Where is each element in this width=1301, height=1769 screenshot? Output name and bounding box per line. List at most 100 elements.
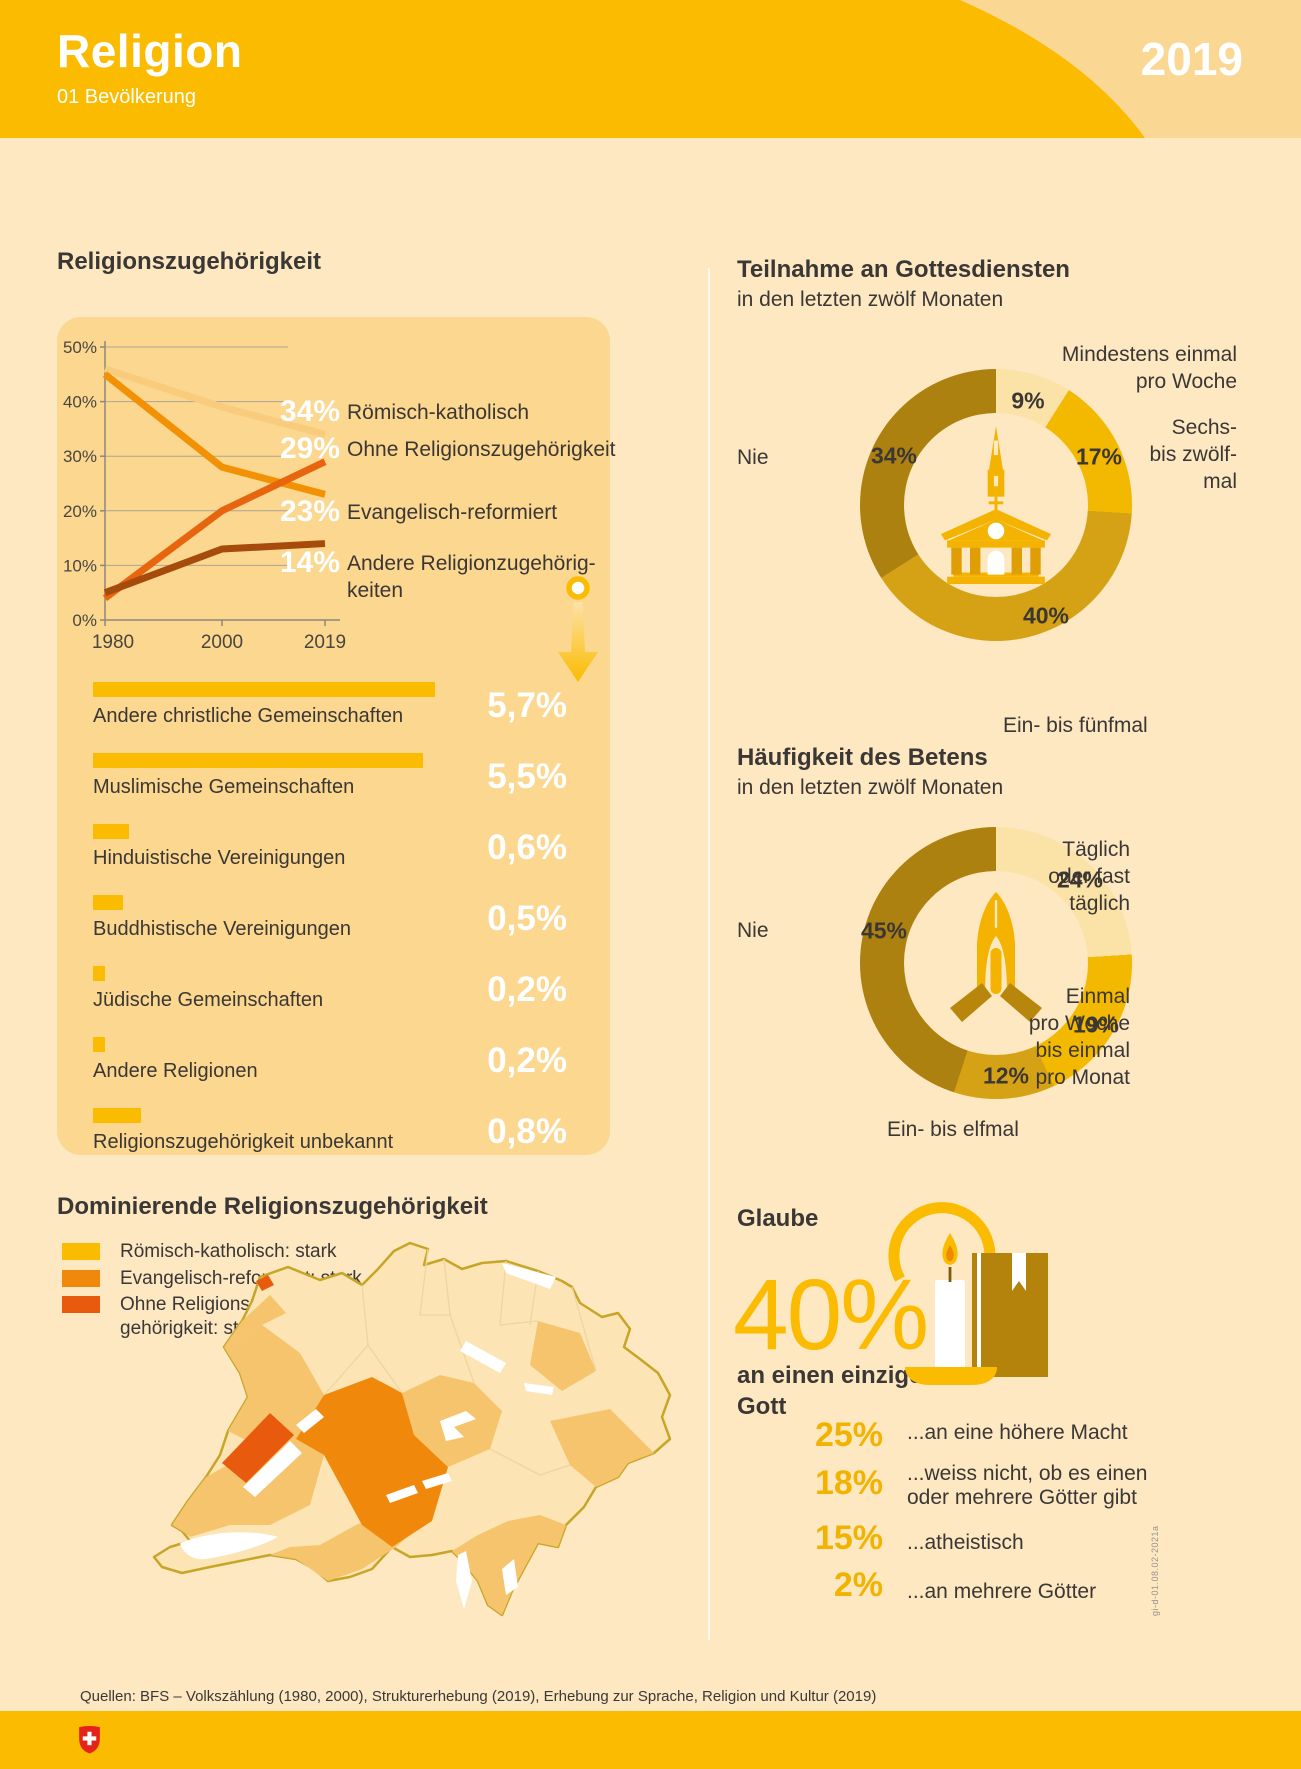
glaube-row-value: 18% [814,1464,883,1502]
donut-hole [904,413,1088,597]
glaube-headline-label: an einen einzigen Gott [737,1362,938,1420]
down-arrow-icon [558,602,598,682]
donut-slice-value: 12% [982,1062,1030,1089]
footer-band: www.statistik.ch © BFS 2021 [0,1711,1301,1769]
drilldown-arrow [558,576,598,682]
donut-slice-label: Mindestens einmal pro Woche [1061,343,1237,393]
switzerland-map [152,1241,672,1617]
religion-bar-value: 0,8% [487,1112,567,1151]
page-title: Religion [57,25,243,77]
legend-swatch [62,1243,100,1260]
religion-bar-label: Andere christliche Gemeinschaften [93,705,404,727]
section-subtitle-beten: in den letzten zwölf Monaten [737,776,1004,799]
column-divider [708,268,710,1640]
book-icon [972,1253,1048,1377]
legend-swatch [62,1270,100,1287]
religion-bar-value: 0,2% [487,1041,567,1080]
donut-slice-label: Nie [737,919,769,942]
x-tick-label: 2000 [201,632,243,653]
religion-bar [93,1037,105,1052]
section-title-map: Dominierende Religionszugehörigkeit [57,1193,488,1220]
donut-slice-label: Täglich oder fast täglich [1048,838,1130,915]
glaube-row-label: ...weiss nicht, ob es einen oder mehrere… [907,1462,1148,1509]
church-icon [940,426,1052,584]
line-end-value: 34% [279,395,340,428]
legend-label: Römisch-katholisch: stark [120,1241,337,1262]
y-tick-label: 50% [63,338,97,357]
glaube-row-value: 15% [814,1519,883,1557]
section-title-beten: Häufigkeit des Betens [737,744,988,771]
religion-bar [93,753,423,768]
line-series-name: Ohne Religionszugehörigkeit [347,438,616,461]
line-series-1 [102,458,327,601]
gottesdienste-donut [860,369,1132,641]
religion-bar-value: 0,6% [487,828,567,867]
religion-bar-label: Religionszugehörigkeit unbekannt [93,1131,394,1153]
header-band: Religion 01 Bevölkerung 2019 [0,0,1301,138]
praying-hands-icon [950,892,1042,1022]
legend-swatch [62,1296,100,1313]
donut-slice-value: 45% [860,917,908,944]
glaube-row-label: ...an mehrere Götter [907,1580,1097,1603]
map-regions-red [222,1275,294,1483]
religion-bar-value: 0,5% [487,899,567,938]
map-lakes [180,1263,556,1609]
donut-slice-value: 40% [1022,602,1070,629]
religion-bar-value: 0,2% [487,970,567,1009]
donut-slice-value: 9% [1011,387,1045,414]
religion-line-chart: 0% 10% 20% 30% 40% 50% 1980 2000 2019 [63,338,346,653]
glaube-row-value: 2% [833,1566,883,1604]
line-series-name: Andere Religionzugehörig- keiten [347,552,596,602]
y-tick-label: 30% [63,447,97,466]
donut-slice-value: 24% [1056,866,1104,893]
swiss-shield-icon [79,1726,100,1754]
religion-bar [93,966,105,981]
religion-bar-label: Andere Religionen [93,1060,258,1082]
glaube-row-label: ...atheistisch [907,1531,1024,1554]
religion-bar-value: 5,7% [487,686,567,725]
donut-hole [904,871,1088,1055]
x-tick-label: 2019 [304,632,346,653]
religion-bar-label: Hinduistische Vereinigungen [93,847,346,869]
donut-slice-label: Sechs- bis zwölf- mal [1149,416,1237,493]
religion-bar [93,682,435,697]
religion-bar [93,824,129,839]
donut-slice-value: 19% [1072,1011,1120,1038]
marker-dot-icon [566,576,590,600]
line-series-0 [103,365,326,438]
line-series-name: Evangelisch-reformiert [347,501,558,524]
map-canton-borders [323,1248,597,1476]
candle-dish-icon [905,1367,997,1385]
line-series-name: Römisch-katholisch [347,401,530,424]
donut-slice-label: Ein- bis elfmal [887,1118,1019,1141]
line-end-value: 14% [279,546,340,579]
y-tick-label: 20% [63,502,97,521]
donut-slice-label: Einmal pro Woche bis einmal pro Monat [1028,985,1130,1089]
donut-slice-label: Nie [737,446,769,469]
religion-bar-value: 5,5% [487,757,567,796]
line-end-value: 23% [279,495,340,528]
donut-slice-value: 17% [1075,443,1123,470]
line-series-3 [103,540,326,596]
religion-bar-label: Muslimische Gemeinschaften [93,776,355,798]
header-corner-decoration [960,0,1301,138]
donut-slice-label: Ein- bis fünfmal [1003,714,1148,737]
religion-bar [93,895,123,910]
page-subtitle: 01 Bevölkerung [57,86,196,108]
section-title-religionszugehoerigkeit: Religionszugehörigkeit [57,248,322,275]
religion-bar-label: Jüdische Gemeinschaften [93,989,324,1011]
line-end-value: 29% [279,432,340,465]
header-year: 2019 [1140,33,1243,85]
religion-bar [93,1108,141,1123]
beten-donut [860,827,1132,1099]
section-title-gottesdienste: Teilnahme an Gottesdiensten [737,256,1070,283]
map-region-orange [296,1377,448,1547]
glaube-row-value: 25% [814,1416,883,1454]
document-reference-code: gi-d-01.08.02-2021a [1150,1525,1160,1616]
section-subtitle-gottesdienste: in den letzten zwölf Monaten [737,288,1004,311]
donut-slice-value: 34% [870,442,918,469]
line-series-2 [102,371,326,498]
candle-icon [935,1280,965,1368]
religion-bar-label: Buddhistische Vereinigungen [93,918,351,940]
